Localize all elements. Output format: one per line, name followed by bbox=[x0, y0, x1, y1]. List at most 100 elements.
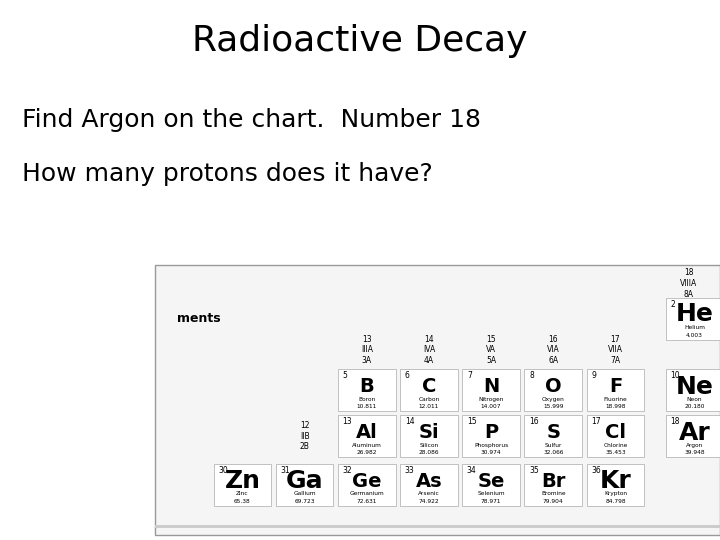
Text: 26.982: 26.982 bbox=[356, 450, 377, 455]
Text: 84.798: 84.798 bbox=[605, 499, 626, 504]
Text: Aluminum: Aluminum bbox=[352, 443, 382, 448]
Text: 69.723: 69.723 bbox=[294, 499, 315, 504]
Bar bbox=[524, 464, 582, 505]
Bar bbox=[666, 369, 720, 411]
Bar bbox=[155, 525, 720, 528]
Text: Br: Br bbox=[541, 472, 565, 491]
Bar bbox=[462, 415, 520, 457]
Text: 33: 33 bbox=[405, 466, 415, 475]
Text: 78.971: 78.971 bbox=[481, 499, 501, 504]
Text: 31: 31 bbox=[280, 466, 290, 475]
Text: 32: 32 bbox=[343, 466, 352, 475]
Bar bbox=[276, 464, 333, 505]
Text: 65.38: 65.38 bbox=[234, 499, 251, 504]
Text: As: As bbox=[415, 472, 442, 491]
Text: 15
VA
5A: 15 VA 5A bbox=[486, 335, 496, 365]
Text: 15.999: 15.999 bbox=[543, 404, 564, 409]
Text: 2: 2 bbox=[670, 300, 675, 309]
Bar bbox=[587, 369, 644, 411]
Text: 36: 36 bbox=[591, 466, 601, 475]
Text: S: S bbox=[546, 423, 560, 442]
Bar bbox=[587, 464, 644, 505]
Text: Ge: Ge bbox=[352, 472, 382, 491]
Text: Boron: Boron bbox=[358, 397, 375, 402]
Text: 35: 35 bbox=[529, 466, 539, 475]
Text: 30: 30 bbox=[218, 466, 228, 475]
Text: Ga: Ga bbox=[286, 469, 323, 494]
Bar bbox=[524, 415, 582, 457]
Text: 74.922: 74.922 bbox=[418, 499, 439, 504]
Text: C: C bbox=[422, 377, 436, 396]
Bar bbox=[587, 415, 644, 457]
Text: 18.998: 18.998 bbox=[606, 404, 626, 409]
Text: Bromine: Bromine bbox=[541, 491, 566, 496]
Text: 12.011: 12.011 bbox=[419, 404, 439, 409]
Text: Cl: Cl bbox=[605, 423, 626, 442]
Text: 17: 17 bbox=[591, 417, 601, 426]
Text: 5: 5 bbox=[343, 372, 348, 380]
Text: 14.007: 14.007 bbox=[481, 404, 501, 409]
Bar bbox=[338, 464, 395, 505]
Text: 35.453: 35.453 bbox=[605, 450, 626, 455]
Bar bbox=[338, 369, 395, 411]
Text: Gallium: Gallium bbox=[293, 491, 316, 496]
Text: 8: 8 bbox=[529, 372, 534, 380]
Text: O: O bbox=[545, 377, 562, 396]
Text: He: He bbox=[675, 302, 714, 326]
Text: Ne: Ne bbox=[675, 375, 714, 399]
Text: Ar: Ar bbox=[679, 421, 711, 445]
Text: Zn: Zn bbox=[225, 469, 261, 494]
Text: 13: 13 bbox=[343, 417, 352, 426]
Bar bbox=[666, 298, 720, 340]
Text: 39.948: 39.948 bbox=[684, 450, 705, 455]
Text: 72.631: 72.631 bbox=[356, 499, 377, 504]
Text: 17
VIIA
7A: 17 VIIA 7A bbox=[608, 335, 623, 365]
Text: P: P bbox=[484, 423, 498, 442]
Text: 16: 16 bbox=[529, 417, 539, 426]
Text: 28.086: 28.086 bbox=[418, 450, 439, 455]
Text: 20.180: 20.180 bbox=[684, 404, 705, 409]
Text: Chlorine: Chlorine bbox=[603, 443, 628, 448]
Text: 14: 14 bbox=[405, 417, 414, 426]
Text: Arsenic: Arsenic bbox=[418, 491, 440, 496]
Text: 15: 15 bbox=[467, 417, 477, 426]
Text: Si: Si bbox=[418, 423, 439, 442]
Bar bbox=[524, 369, 582, 411]
Text: Silicon: Silicon bbox=[419, 443, 438, 448]
Text: 34: 34 bbox=[467, 466, 477, 475]
Text: 79.904: 79.904 bbox=[543, 499, 564, 504]
Text: Carbon: Carbon bbox=[418, 397, 439, 402]
Text: 30.974: 30.974 bbox=[481, 450, 501, 455]
Bar bbox=[155, 265, 720, 535]
Text: 12
IIB
2B: 12 IIB 2B bbox=[300, 421, 310, 451]
Text: 18
VIIIA
8A: 18 VIIIA 8A bbox=[680, 268, 698, 299]
Bar bbox=[214, 464, 271, 505]
Text: Sulfur: Sulfur bbox=[544, 443, 562, 448]
Text: 10.811: 10.811 bbox=[356, 404, 377, 409]
Text: Kr: Kr bbox=[600, 469, 631, 494]
Text: Zinc: Zinc bbox=[236, 491, 248, 496]
Bar bbox=[400, 415, 458, 457]
Text: Selenium: Selenium bbox=[477, 491, 505, 496]
Text: F: F bbox=[609, 377, 622, 396]
Bar bbox=[338, 415, 395, 457]
Text: B: B bbox=[359, 377, 374, 396]
Text: 18: 18 bbox=[670, 417, 680, 426]
Text: Krypton: Krypton bbox=[604, 491, 627, 496]
Text: 9: 9 bbox=[591, 372, 596, 380]
Text: 32.066: 32.066 bbox=[543, 450, 564, 455]
Text: Neon: Neon bbox=[687, 397, 702, 402]
Text: 10: 10 bbox=[670, 372, 680, 380]
Text: 13
IIIA
3A: 13 IIIA 3A bbox=[361, 335, 373, 365]
Text: Fluorine: Fluorine bbox=[603, 397, 627, 402]
Text: ments: ments bbox=[177, 312, 221, 325]
Text: N: N bbox=[483, 377, 499, 396]
Text: 4.003: 4.003 bbox=[686, 333, 703, 338]
Bar bbox=[400, 464, 458, 505]
Text: Oxygen: Oxygen bbox=[542, 397, 564, 402]
Text: 14
IVA
4A: 14 IVA 4A bbox=[423, 335, 435, 365]
Text: Se: Se bbox=[477, 472, 505, 491]
Text: 16
VIA
6A: 16 VIA 6A bbox=[547, 335, 559, 365]
Text: Helium: Helium bbox=[684, 325, 705, 330]
Text: Germanium: Germanium bbox=[349, 491, 384, 496]
